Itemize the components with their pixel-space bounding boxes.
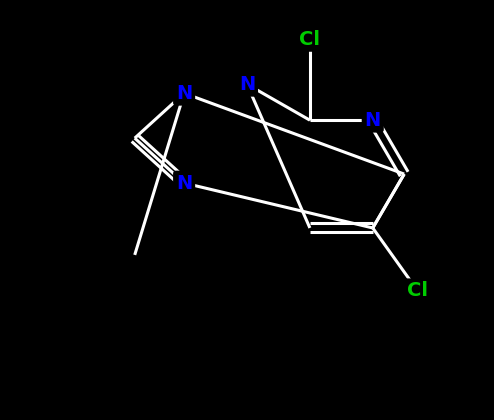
Text: Cl: Cl xyxy=(407,281,428,300)
Text: N: N xyxy=(176,84,192,103)
Text: N: N xyxy=(176,173,192,192)
Text: Cl: Cl xyxy=(299,30,321,49)
Text: N: N xyxy=(239,75,255,94)
Text: N: N xyxy=(365,111,381,130)
